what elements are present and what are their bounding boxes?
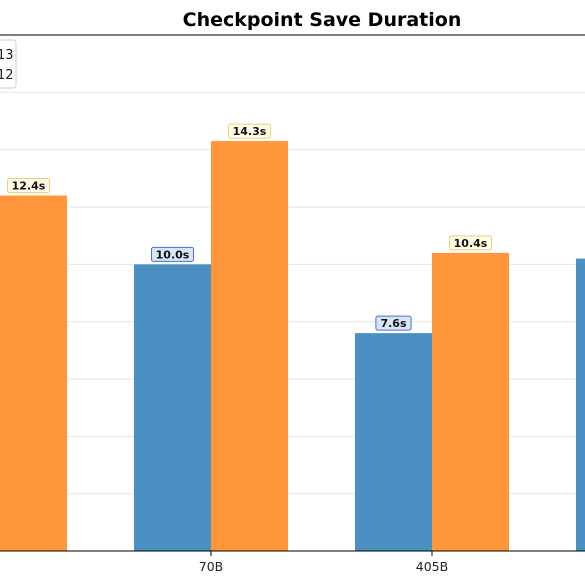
bar-series1-70b bbox=[134, 264, 211, 551]
data-label: 10.4s bbox=[449, 235, 492, 251]
x-ticks: 8B70B405B1T bbox=[199, 551, 448, 574]
bar-series2-8b bbox=[0, 195, 67, 552]
data-label-box bbox=[375, 315, 412, 331]
legend-entry-2: 12 bbox=[0, 68, 14, 83]
data-label-text: 10.0s bbox=[156, 248, 190, 261]
legend-box bbox=[0, 39, 17, 89]
grid bbox=[0, 91, 585, 495]
data-label: 7.6s bbox=[375, 315, 412, 331]
bar-series1-1t bbox=[576, 258, 585, 551]
data-label-box bbox=[151, 246, 194, 262]
data-label-box bbox=[228, 123, 271, 139]
data-label-box bbox=[449, 235, 492, 251]
bars bbox=[0, 141, 585, 552]
data-label: 14.3s bbox=[228, 123, 271, 139]
data-label: 10.0s bbox=[151, 246, 194, 262]
data-label: 12.4s bbox=[7, 178, 50, 194]
x-tick-label-405b: 405B bbox=[416, 559, 448, 574]
legend-entry-1: 13 bbox=[0, 48, 14, 63]
data-label-box bbox=[7, 178, 50, 194]
x-tick-label-70b: 70B bbox=[199, 559, 223, 574]
data-label-text: 12.4s bbox=[12, 180, 46, 193]
data-label-text: 7.6s bbox=[380, 317, 406, 330]
data-label-text: 10.4s bbox=[454, 237, 488, 250]
chart-title: Checkpoint Save Duration bbox=[183, 9, 462, 31]
bar-series2-70b bbox=[211, 141, 288, 552]
bar-series1-405b bbox=[355, 333, 432, 551]
bar-series2-405b bbox=[432, 252, 509, 551]
data-label-text: 14.3s bbox=[233, 125, 267, 138]
legend: 13 12 bbox=[0, 39, 17, 89]
